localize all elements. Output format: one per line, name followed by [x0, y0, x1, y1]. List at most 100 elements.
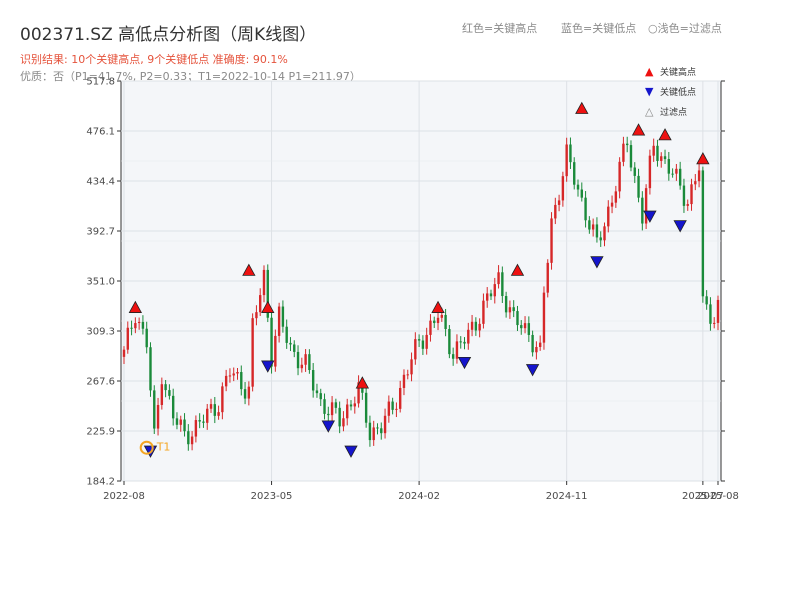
candle-body [694, 181, 697, 185]
candle [296, 345, 300, 376]
candle [338, 401, 341, 434]
candle [542, 286, 546, 350]
candle-body [194, 420, 198, 437]
candle-body [690, 184, 693, 205]
candle-body [463, 341, 466, 344]
candle-body [576, 184, 580, 190]
candle-body [410, 359, 413, 375]
candle-body [697, 170, 701, 182]
candle-body [171, 395, 175, 419]
candle-body [372, 427, 375, 441]
candle-body [433, 320, 436, 324]
candle [641, 191, 644, 231]
candle [398, 380, 402, 413]
candle [713, 317, 716, 329]
candle [149, 342, 152, 397]
candle-body [546, 262, 549, 293]
candle-body [516, 311, 519, 326]
candle [618, 157, 621, 199]
candle [372, 420, 375, 446]
candle [667, 151, 671, 181]
candle-body [281, 306, 285, 327]
candle-body [607, 206, 610, 227]
candle [512, 300, 515, 318]
candle-body [520, 325, 523, 329]
x-tick-label: 2025-08 [697, 491, 739, 502]
candle [455, 334, 459, 364]
candle [625, 136, 629, 153]
high-marker [431, 300, 445, 313]
candle-body [527, 323, 531, 335]
candle [705, 290, 708, 310]
candle-body [406, 374, 409, 376]
candle-body [228, 375, 232, 377]
candle [141, 315, 145, 335]
candle-body [391, 401, 394, 410]
candle-body [327, 413, 330, 416]
candle [300, 357, 304, 373]
high-marker [658, 128, 672, 141]
high-marker [128, 300, 143, 313]
y-tick-label: 351.0 [86, 277, 115, 288]
candle-body [293, 344, 296, 352]
candle [690, 178, 693, 211]
legend-blue-label: 蓝色=关键低点 [561, 22, 637, 35]
high-marker [575, 101, 589, 114]
candle [637, 168, 640, 203]
candle [194, 415, 198, 443]
candle-body [497, 272, 500, 285]
candle-body [224, 375, 228, 387]
candle [221, 382, 224, 420]
candle-body [334, 402, 338, 408]
candles [122, 136, 720, 451]
candle-body [637, 175, 640, 198]
candle [224, 369, 228, 392]
candle [573, 157, 576, 190]
candle [387, 395, 391, 423]
legend-label: 关键低点 [660, 86, 696, 98]
candle-body [425, 334, 428, 349]
candle [134, 317, 137, 334]
candle-body [565, 144, 568, 177]
high-marker [631, 123, 646, 136]
candle-body [304, 354, 307, 365]
candle-body [557, 200, 561, 205]
candle [311, 363, 315, 398]
candle [247, 381, 251, 406]
candle [675, 163, 678, 181]
candle [383, 408, 387, 439]
candle [277, 302, 281, 343]
candle [346, 398, 349, 426]
candle-body [277, 306, 281, 336]
candle [682, 178, 686, 213]
candle-body [153, 390, 156, 429]
candle [501, 266, 504, 303]
candle-body [440, 314, 444, 318]
candle [315, 383, 319, 398]
candle [395, 402, 398, 418]
candle-body [713, 322, 716, 324]
candle [493, 277, 496, 304]
candle [660, 152, 663, 168]
result-summary: 识别结果: 10个关键高点, 9个关键低点 准确度: 90.1% [20, 53, 288, 66]
candle [467, 322, 470, 350]
candle [603, 222, 606, 247]
candle-body [259, 295, 262, 313]
candle-body [493, 284, 496, 297]
candle-body [270, 317, 273, 367]
candle-body [584, 197, 587, 221]
candle [584, 191, 587, 228]
candle-body [595, 224, 599, 238]
candle [414, 332, 417, 365]
candle [190, 431, 194, 451]
candle-body [311, 370, 315, 391]
candle-body [300, 364, 304, 369]
candle-body [198, 420, 201, 422]
candle [402, 369, 406, 396]
candle [663, 149, 667, 164]
grid-lines [121, 80, 721, 482]
candle-body [346, 404, 349, 419]
candle [482, 293, 485, 329]
candle [459, 336, 462, 349]
low-marker [525, 364, 540, 377]
